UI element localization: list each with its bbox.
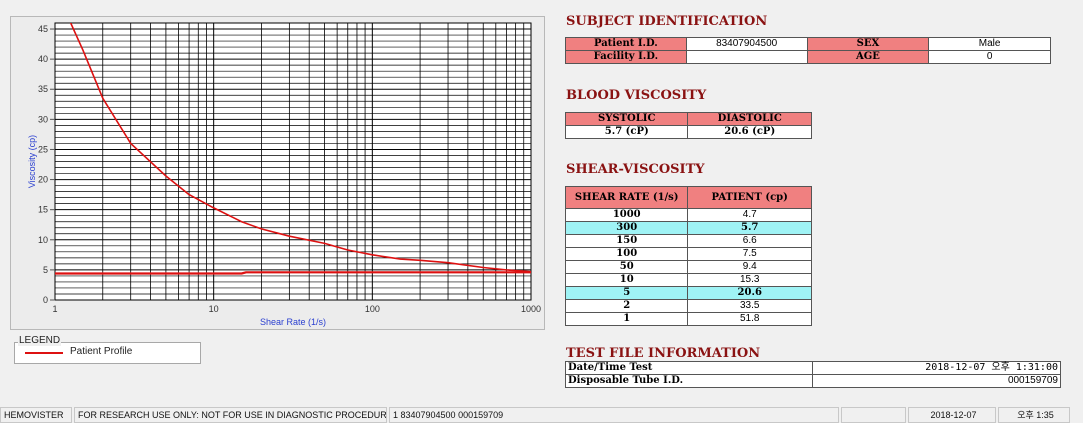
- status-date: 2018-12-07: [908, 407, 996, 423]
- status-record: 1 83407904500 000159709: [389, 407, 839, 423]
- patient-cell: 51.8: [687, 312, 812, 326]
- chart-svg: 0 5 10 15 20 25 30 35 40 45 1 10 100 1000 Shear Rate (…: [27, 22, 541, 327]
- tube-id-label: Disposable Tube I.D.: [565, 374, 813, 388]
- x-axis-label: Shear Rate (1/s): [260, 317, 326, 327]
- status-empty-pane: [841, 407, 906, 423]
- x-tick-label: 1: [52, 304, 57, 314]
- shear-rate-cell: 300: [564, 221, 689, 235]
- y-axis-label: Viscosity (cp): [27, 135, 37, 188]
- status-time: 오후 1:35: [998, 407, 1070, 423]
- title-strip: [0, 0, 1083, 12]
- shear-rate-header: SHEAR RATE (1/s): [564, 186, 689, 209]
- table-row: 150 6.6: [564, 234, 812, 248]
- x-tick-label: 100: [365, 304, 380, 314]
- patient-cell: 4.7: [687, 208, 812, 222]
- status-app-name: HEMOVISTER: [0, 407, 72, 423]
- x-tick-label: 1000: [521, 304, 541, 314]
- shear-rate-cell: 50: [564, 260, 689, 274]
- sex-value: Male: [928, 37, 1051, 51]
- shear-rate-cell: 5: [564, 286, 689, 300]
- patient-id-label: Patient I.D.: [565, 37, 687, 51]
- shear-rate-cell: 1000: [564, 208, 689, 222]
- table-row: 2 33.5: [564, 299, 812, 313]
- datetime-value: 2018-12-07 오후 1:31:00: [811, 361, 1062, 375]
- age-label: AGE: [806, 50, 930, 64]
- series-line-baseline: [55, 271, 531, 275]
- table-row: 1000 4.7: [564, 208, 812, 222]
- diastolic-value: 20.6 (cP): [687, 125, 812, 139]
- shear-viscosity-title: SHEAR-VISCOSITY: [566, 162, 705, 177]
- legend-swatch: [25, 352, 63, 354]
- facility-id-value: [685, 50, 808, 64]
- table-row-highlight: 300 5.7: [564, 221, 812, 235]
- x-tick-label: 10: [209, 304, 219, 314]
- y-tick-label: 45: [38, 24, 48, 34]
- y-tick-label: 40: [38, 54, 48, 64]
- facility-id-label: Facility I.D.: [565, 50, 687, 64]
- table-row: 100 7.5: [564, 247, 812, 261]
- blood-viscosity-table: SYSTOLIC DIASTOLIC 5.7 (cP) 20.6 (cP): [564, 112, 812, 139]
- shear-rate-cell: 100: [564, 247, 689, 261]
- table-row: 50 9.4: [564, 260, 812, 274]
- blood-viscosity-title: BLOOD VISCOSITY: [566, 88, 707, 103]
- subject-title: SUBJECT IDENTIFICATION: [566, 14, 768, 29]
- systolic-label: SYSTOLIC: [564, 112, 689, 126]
- diastolic-label: DIASTOLIC: [687, 112, 812, 126]
- sex-label: SEX: [806, 37, 930, 51]
- patient-cp-header: PATIENT (cp): [687, 186, 812, 209]
- y-tick-label: 20: [38, 175, 48, 185]
- patient-cell: 7.5: [687, 247, 812, 261]
- y-tick-label: 5: [43, 265, 48, 275]
- y-tick-label: 10: [38, 235, 48, 245]
- patient-id-value: 83407904500: [685, 37, 808, 51]
- legend-item-patient-profile: Patient Profile: [70, 346, 133, 357]
- patient-cell: 20.6: [687, 286, 812, 300]
- age-value: 0: [928, 50, 1051, 64]
- patient-cell: 5.7: [687, 221, 812, 235]
- shear-rate-cell: 10: [564, 273, 689, 287]
- y-tick-label: 25: [38, 144, 48, 154]
- shear-rate-cell: 2: [564, 299, 689, 313]
- series-line-patient-profile: [69, 23, 531, 273]
- status-bar: [0, 406, 1083, 423]
- systolic-value: 5.7 (cP): [564, 125, 689, 139]
- table-row: 1 51.8: [564, 312, 812, 326]
- y-tick-label: 0: [43, 295, 48, 305]
- shear-rate-cell: 1: [564, 312, 689, 326]
- legend-title: LEGEND: [18, 335, 62, 346]
- patient-cell: 6.6: [687, 234, 812, 248]
- table-row: 10 15.3: [564, 273, 812, 287]
- table-row-highlight: 5 20.6: [564, 286, 812, 300]
- shear-rate-cell: 150: [564, 234, 689, 248]
- test-file-table: Date/Time Test 2018-12-07 오후 1:31:00 Dis…: [565, 361, 1062, 388]
- patient-cell: 15.3: [687, 273, 812, 287]
- y-tick-label: 35: [38, 84, 48, 94]
- datetime-label: Date/Time Test: [565, 361, 813, 375]
- subject-table: Patient I.D. 83407904500 SEX Male Facili…: [565, 37, 1051, 64]
- status-notice: FOR RESEARCH USE ONLY: NOT FOR USE IN DI…: [74, 407, 387, 423]
- y-tick-label: 30: [38, 114, 48, 124]
- test-file-title: TEST FILE INFORMATION: [566, 346, 761, 361]
- shear-viscosity-table: SHEAR RATE (1/s) PATIENT (cp) 1000 4.7 30…: [564, 186, 812, 326]
- y-tick-label: 15: [38, 205, 48, 215]
- viscosity-chart: 0 5 10 15 20 25 30 35 40 45 1 10 100 1000 Shear Rate (…: [10, 16, 545, 330]
- legend-box: [14, 342, 201, 364]
- tube-id-value: 000159709: [811, 374, 1062, 388]
- patient-cell: 9.4: [687, 260, 812, 274]
- patient-cell: 33.5: [687, 299, 812, 313]
